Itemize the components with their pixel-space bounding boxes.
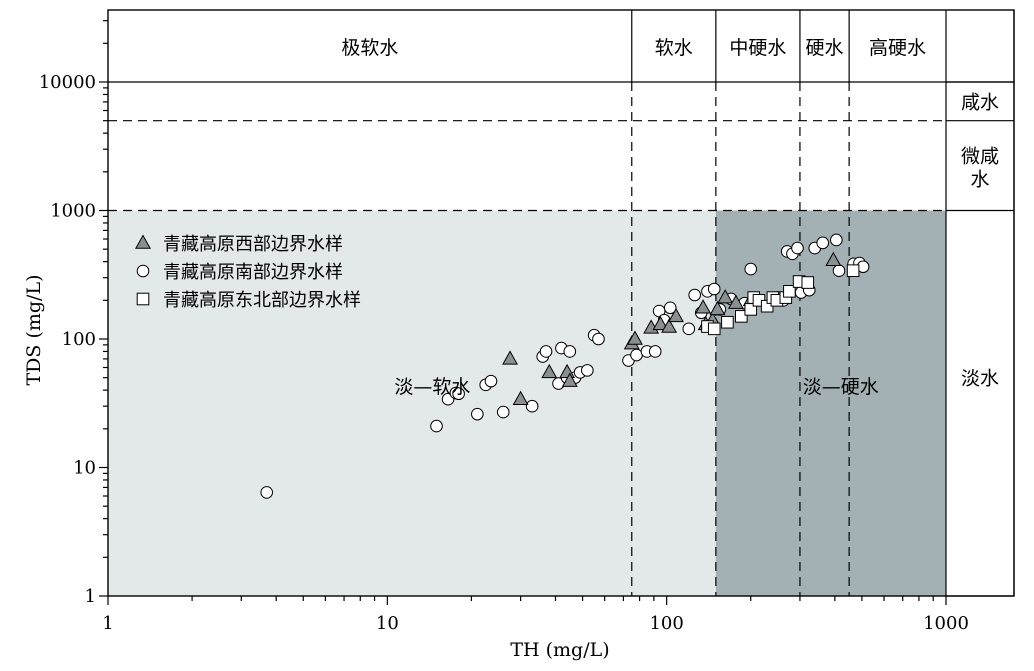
triangle-point (695, 299, 712, 314)
legend-square-marker (136, 292, 150, 306)
triangle-point (652, 315, 669, 331)
circle-point (430, 419, 443, 433)
circle-point (832, 264, 846, 278)
zone-labels: 淡—软水 淡—硬水 (394, 376, 878, 398)
square-point (846, 264, 860, 278)
hardness-class-label: 中硬水 (729, 37, 786, 59)
x-tick-label: 100 (649, 613, 683, 634)
triangle-point (727, 294, 744, 309)
legend-label: 青藏高原西部边界水样 (163, 234, 343, 255)
circle-point (744, 262, 758, 276)
triangle-point (661, 318, 678, 333)
x-axis-title: TH (mg/L) (510, 639, 609, 661)
circle-point (471, 407, 484, 421)
circle-point (525, 399, 539, 413)
x-tick-label: 10 (376, 613, 399, 634)
y-tick-label: 10000 (39, 72, 96, 93)
legend-triangle-marker (135, 234, 151, 249)
triangle-point (709, 300, 726, 316)
y-tick-label: 100 (62, 329, 96, 350)
zone-fill-2 (715, 210, 946, 596)
hardness-class-label: 极软水 (341, 37, 398, 59)
circle-point (688, 288, 702, 302)
classification-bands (108, 210, 946, 596)
triangle-point (717, 289, 734, 304)
circle-point (682, 322, 696, 336)
salinity-class-label-cont: 水 (970, 169, 989, 191)
circle-point (791, 241, 804, 255)
zone-fill-1 (108, 210, 716, 596)
square-point (734, 310, 748, 323)
circle-point (630, 348, 643, 362)
legend-circle-marker (136, 264, 150, 278)
plot-frame (107, 9, 1015, 597)
hardness-class-label: 软水 (655, 37, 693, 59)
y-axis: 1 10 100 1000 10000 (39, 20, 108, 607)
circle-point (830, 233, 843, 247)
y-tick-label: 10 (73, 458, 96, 479)
square-point (801, 276, 815, 289)
y-tick-label: 1 (85, 586, 96, 607)
triangle-point (626, 330, 643, 345)
x-axis: 1 10 100 1000 (102, 595, 1014, 634)
outer-frame (107, 9, 1015, 597)
x-tick-label: 1 (102, 613, 113, 634)
circle-point (484, 374, 498, 388)
data-points (260, 233, 870, 499)
triangle-point (502, 350, 519, 365)
zone-label-fresh-soft: 淡—软水 (394, 376, 470, 398)
triangle-point (512, 390, 529, 405)
circle-point (707, 282, 721, 296)
circle-point (648, 345, 662, 358)
circle-point (663, 301, 677, 315)
salinity-class-label: 淡水 (961, 368, 999, 390)
square-point (783, 285, 796, 298)
square-point (707, 322, 721, 336)
circle-point (563, 345, 577, 358)
circle-point (592, 332, 605, 346)
y-tick-label: 1000 (50, 201, 96, 222)
triangle-point (668, 307, 684, 323)
circle-point (539, 345, 553, 358)
hardness-header: 极软水 软水 中硬水 硬水 高硬水 (108, 10, 1014, 83)
circle-point (452, 387, 465, 401)
circle-point (581, 364, 594, 377)
triangle-point (541, 363, 558, 379)
zone-label-fresh-hard: 淡—硬水 (803, 376, 879, 398)
triangle-point (825, 251, 842, 267)
x-tick-label: 1000 (923, 613, 969, 634)
square-point (721, 315, 734, 329)
circle-point (496, 405, 510, 419)
legend-label: 青藏高原东北部边界水样 (163, 290, 361, 311)
triangle-point (561, 372, 578, 387)
salinity-class-label: 咸水 (961, 91, 999, 113)
hardness-class-label: 高硬水 (869, 37, 926, 59)
circle-point (816, 236, 830, 250)
y-axis-title: TDS (mg/L) (23, 275, 45, 386)
salinity-class-label: 微咸 (961, 146, 999, 168)
legend-label: 青藏高原南部边界水样 (163, 262, 343, 283)
circle-point (260, 486, 274, 499)
hardness-class-label: 硬水 (806, 37, 844, 59)
